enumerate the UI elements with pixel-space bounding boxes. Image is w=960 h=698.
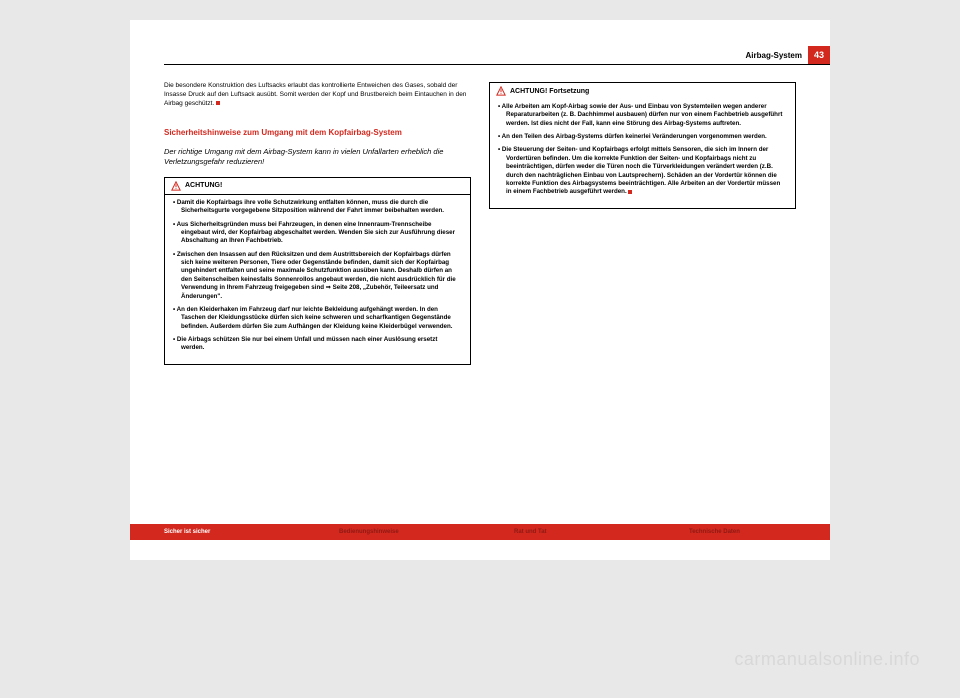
list-item: Die Steuerung der Seiten- und Kopfairbag…: [498, 146, 787, 196]
list-item: Alle Arbeiten am Kopf-Airbag sowie der A…: [498, 103, 787, 128]
section-subtitle: Der richtige Umgang mit dem Airbag-Syste…: [164, 147, 471, 167]
section-title: Sicherheitshinweise zum Umgang mit dem K…: [164, 128, 471, 138]
intro-span: Die besondere Konstruktion des Luftsacks…: [164, 82, 466, 107]
content-area: Die besondere Konstruktion des Luftsacks…: [164, 82, 796, 512]
header-section: Airbag-System: [746, 51, 802, 60]
warning-label: ACHTUNG!: [185, 182, 222, 189]
list-item: Zwischen den Insassen auf den Rücksitzen…: [173, 251, 462, 301]
warning-header-cont: ACHTUNG! Fortsetzung: [490, 83, 795, 99]
page: Airbag-System 43 Die besondere Konstrukt…: [130, 20, 830, 560]
footer-tab-rat: Rat und Tat: [480, 529, 655, 535]
footer-tabs: Sicher ist sicher Bedienungshinweise Rat…: [130, 524, 830, 540]
list-item-text: Die Steuerung der Seiten- und Kopfairbag…: [502, 146, 780, 195]
warning-triangle-icon: [496, 86, 506, 96]
warning-box-left: ACHTUNG! Damit die Kopfairbags ihre voll…: [164, 177, 471, 365]
page-header: Airbag-System 43: [746, 46, 830, 64]
list-item: Aus Sicherheitsgründen muss bei Fahrzeug…: [173, 221, 462, 246]
warning-label-cont: ACHTUNG! Fortsetzung: [510, 88, 589, 95]
footer-tab-sicher: Sicher ist sicher: [130, 529, 305, 535]
footer-tab-technische: Technische Daten: [655, 529, 830, 535]
list-item: Damit die Kopfairbags ihre volle Schutzw…: [173, 199, 462, 216]
header-rule: [164, 64, 830, 65]
warning-body-right: Alle Arbeiten am Kopf-Airbag sowie der A…: [490, 99, 795, 208]
list-item: Die Airbags schützen Sie nur bei einem U…: [173, 336, 462, 353]
right-column: ACHTUNG! Fortsetzung Alle Arbeiten am Ko…: [489, 82, 796, 512]
list-item: An den Teilen des Airbag-Systems dürfen …: [498, 133, 787, 141]
list-item: An den Kleiderhaken im Fahrzeug darf nur…: [173, 306, 462, 331]
page-number: 43: [808, 46, 830, 64]
end-mark-icon: [216, 101, 220, 105]
warning-body-left: Damit die Kopfairbags ihre volle Schutzw…: [165, 195, 470, 364]
warning-triangle-icon: [171, 181, 181, 191]
footer-tab-bedienung: Bedienungshinweise: [305, 529, 480, 535]
end-mark-icon: [628, 190, 632, 194]
left-column: Die besondere Konstruktion des Luftsacks…: [164, 82, 471, 512]
intro-text: Die besondere Konstruktion des Luftsacks…: [164, 82, 471, 108]
warning-header: ACHTUNG!: [165, 178, 470, 195]
warning-box-right: ACHTUNG! Fortsetzung Alle Arbeiten am Ko…: [489, 82, 796, 209]
watermark: carmanualsonline.info: [734, 649, 920, 670]
